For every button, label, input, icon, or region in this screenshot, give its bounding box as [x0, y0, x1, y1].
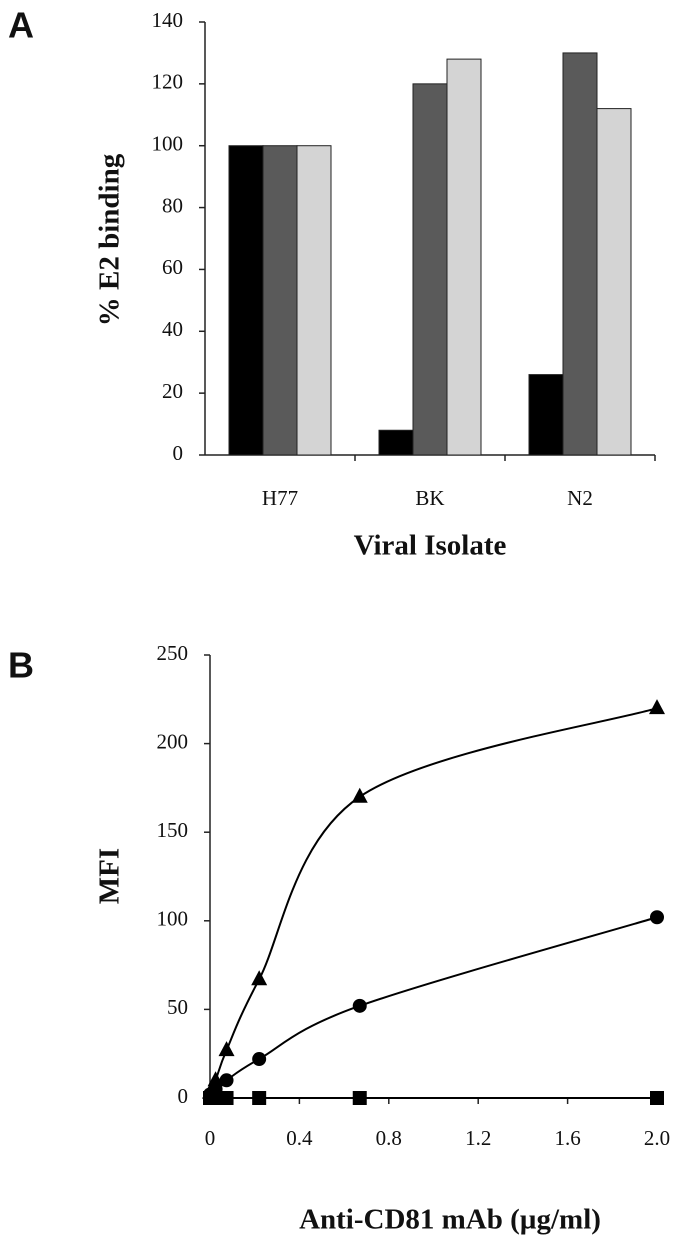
x-tick-label: 0 — [205, 1126, 216, 1150]
marker — [252, 1052, 267, 1067]
y-axis-title: MFI — [94, 848, 126, 904]
y-tick-label: 40 — [162, 317, 183, 341]
x-axis-title: Anti-CD81 mAb (µg/ml) — [299, 1204, 601, 1236]
x-tick-label: 2.0 — [644, 1126, 670, 1150]
y-tick-label: 250 — [157, 641, 189, 665]
y-tick-label: 0 — [173, 441, 184, 465]
x-tick-label: 0.4 — [286, 1126, 313, 1150]
bar — [228, 145, 264, 456]
bar — [596, 108, 632, 456]
marker — [219, 1091, 234, 1105]
y-tick-label: 80 — [162, 193, 183, 217]
marker — [208, 1091, 223, 1105]
marker — [251, 970, 268, 986]
marker — [352, 1091, 367, 1105]
bar — [528, 374, 564, 456]
y-tick-label: 0 — [178, 1084, 189, 1108]
y-axis-title: % E2 binding — [94, 153, 126, 326]
y-tick-label: 120 — [152, 70, 184, 94]
panel-label: A — [8, 5, 34, 46]
marker — [649, 699, 665, 715]
marker — [650, 910, 664, 925]
marker — [650, 1091, 664, 1105]
y-tick-label: 50 — [167, 995, 188, 1019]
marker — [218, 1041, 235, 1057]
y-tick-label: 20 — [162, 379, 183, 403]
y-tick-label: 100 — [152, 132, 184, 156]
x-tick-label: 1.6 — [554, 1126, 580, 1150]
x-axis-title: Viral Isolate — [354, 530, 507, 562]
bar — [262, 145, 298, 456]
series-line — [209, 707, 658, 1094]
bar — [446, 58, 482, 456]
marker — [351, 787, 368, 803]
x-tick-label: 0.8 — [376, 1126, 402, 1150]
y-tick-label: 140 — [152, 8, 184, 32]
bar — [562, 52, 598, 456]
series-line — [209, 916, 658, 1096]
panel-label: B — [8, 645, 34, 686]
marker — [252, 1091, 267, 1105]
bar — [412, 83, 448, 456]
marker — [352, 998, 367, 1013]
x-tick-label: H77 — [262, 486, 298, 510]
marker — [207, 1071, 224, 1087]
y-tick-label: 200 — [157, 729, 189, 753]
x-tick-label: N2 — [567, 486, 593, 510]
bar — [378, 429, 414, 456]
marker — [219, 1073, 234, 1088]
y-tick-label: 60 — [162, 255, 183, 279]
x-tick-label: BK — [415, 486, 444, 510]
y-tick-label: 100 — [157, 907, 189, 931]
x-tick-label: 1.2 — [465, 1126, 491, 1150]
y-tick-label: 150 — [157, 818, 189, 842]
bar — [296, 145, 332, 456]
